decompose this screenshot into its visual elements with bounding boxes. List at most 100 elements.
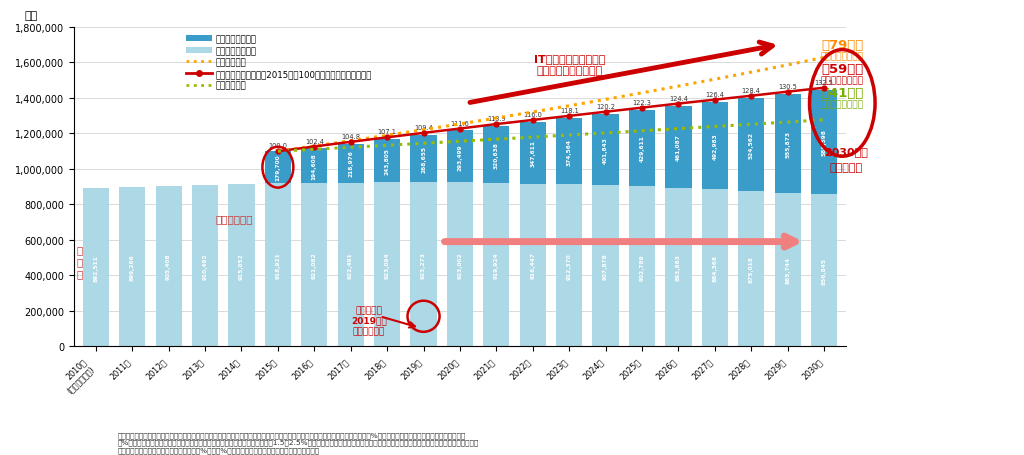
Bar bbox=[374, 183, 400, 347]
Text: 人材不足数: 人材不足数 bbox=[829, 163, 862, 173]
Text: 120.2: 120.2 bbox=[596, 104, 615, 110]
Text: 118.1: 118.1 bbox=[560, 108, 579, 114]
Text: 921,082: 921,082 bbox=[311, 252, 316, 278]
Text: 126.4: 126.4 bbox=[706, 91, 724, 97]
Bar bbox=[556, 118, 583, 185]
Text: 124.4: 124.4 bbox=[669, 96, 688, 101]
Text: 865,744: 865,744 bbox=[785, 257, 791, 283]
Text: 401,843: 401,843 bbox=[603, 136, 608, 163]
Bar bbox=[156, 186, 181, 347]
Text: 293,499: 293,499 bbox=[458, 144, 463, 170]
Bar bbox=[483, 126, 510, 183]
Bar bbox=[191, 185, 218, 347]
Text: 915,052: 915,052 bbox=[239, 252, 244, 279]
Text: 122.3: 122.3 bbox=[633, 100, 651, 106]
Bar bbox=[446, 131, 473, 183]
Text: 892,511: 892,511 bbox=[93, 254, 98, 281]
Text: 374,564: 374,564 bbox=[566, 138, 571, 165]
Text: 113.9: 113.9 bbox=[487, 116, 506, 122]
Text: 429,611: 429,611 bbox=[640, 135, 644, 162]
Text: 347,611: 347,611 bbox=[530, 140, 536, 167]
Bar bbox=[666, 188, 691, 347]
Text: 907,878: 907,878 bbox=[603, 253, 608, 279]
Text: ITニーズの拡大により
市場規模は今後も拡大: ITニーズの拡大により 市場規模は今後も拡大 bbox=[534, 54, 605, 76]
Text: 194,608: 194,608 bbox=[311, 153, 316, 179]
Text: （中位シナリオ）: （中位シナリオ） bbox=[821, 76, 864, 86]
Bar bbox=[701, 102, 728, 190]
Text: 856,845: 856,845 bbox=[821, 257, 826, 284]
Text: （高位シナリオ）: （高位シナリオ） bbox=[821, 52, 864, 61]
Text: 128.4: 128.4 bbox=[741, 88, 761, 94]
Text: （低位シナリオ）: （低位シナリオ） bbox=[821, 100, 864, 109]
Bar bbox=[811, 91, 838, 195]
Text: 916,447: 916,447 bbox=[530, 252, 536, 279]
Bar bbox=[446, 183, 473, 347]
Text: 130.5: 130.5 bbox=[778, 84, 797, 90]
Text: 912,370: 912,370 bbox=[566, 253, 571, 279]
Bar bbox=[738, 98, 764, 192]
Bar bbox=[519, 184, 546, 347]
Text: 922,491: 922,491 bbox=[348, 252, 353, 278]
Text: 116.0: 116.0 bbox=[523, 112, 543, 118]
Text: 132.5: 132.5 bbox=[815, 80, 834, 86]
Text: 461,087: 461,087 bbox=[676, 134, 681, 161]
Bar bbox=[338, 144, 364, 183]
Bar bbox=[629, 187, 655, 347]
Text: 919,924: 919,924 bbox=[494, 252, 499, 278]
Text: 875,018: 875,018 bbox=[749, 256, 754, 283]
Text: 492,983: 492,983 bbox=[713, 133, 718, 160]
Text: 218,976: 218,976 bbox=[348, 150, 353, 177]
Bar bbox=[556, 185, 583, 347]
Bar bbox=[411, 135, 436, 183]
Text: 268,655: 268,655 bbox=[421, 146, 426, 172]
Text: 902,789: 902,789 bbox=[640, 253, 644, 280]
Text: 923,273: 923,273 bbox=[421, 252, 426, 278]
Text: 905,408: 905,408 bbox=[166, 253, 171, 280]
Bar bbox=[374, 140, 400, 183]
Text: 人材供給は
2019年を
ピークに減少: 人材供給は 2019年を ピークに減少 bbox=[351, 305, 387, 335]
Bar bbox=[811, 195, 838, 347]
Bar bbox=[483, 183, 510, 347]
Y-axis label: 人数: 人数 bbox=[25, 11, 38, 21]
Text: 約41万人: 約41万人 bbox=[821, 86, 863, 100]
Text: 107.1: 107.1 bbox=[378, 129, 396, 135]
Bar bbox=[593, 114, 618, 186]
Text: 約59万人: 約59万人 bbox=[821, 63, 863, 76]
Text: 923,094: 923,094 bbox=[385, 252, 389, 278]
Text: 2030年の: 2030年の bbox=[824, 147, 868, 157]
Text: 現在の不足数: 現在の不足数 bbox=[216, 214, 254, 224]
Text: 923,002: 923,002 bbox=[458, 252, 463, 278]
Text: 人
材
数: 人 材 数 bbox=[77, 245, 83, 278]
Text: 104.8: 104.8 bbox=[341, 134, 360, 140]
Bar bbox=[738, 192, 764, 347]
Text: 約79万人: 約79万人 bbox=[821, 39, 863, 52]
Text: 524,562: 524,562 bbox=[749, 131, 754, 158]
Bar bbox=[119, 187, 145, 347]
Bar bbox=[228, 184, 255, 347]
Text: 884,368: 884,368 bbox=[713, 255, 718, 282]
Text: 111.6: 111.6 bbox=[451, 121, 469, 126]
Text: 320,638: 320,638 bbox=[494, 142, 499, 168]
Bar bbox=[593, 186, 618, 347]
Text: 102.4: 102.4 bbox=[305, 138, 324, 144]
Text: 今回の推計では、将来の市場拡大見通しによって低位・中位・高位の３種のシナリオを設定。低位シナリオでは市場の伸び率を１%程度、高位シナリオでは市場の伸び率を２～
: 今回の推計では、将来の市場拡大見通しによって低位・中位・高位の３種のシナリオを設… bbox=[118, 431, 479, 453]
Text: 918,921: 918,921 bbox=[275, 252, 281, 278]
Bar bbox=[411, 183, 436, 347]
Bar bbox=[83, 188, 109, 347]
Bar bbox=[774, 193, 801, 347]
Text: 100.0: 100.0 bbox=[268, 143, 288, 149]
Text: 586,598: 586,598 bbox=[821, 129, 826, 156]
Bar bbox=[519, 122, 546, 184]
Text: 910,492: 910,492 bbox=[203, 253, 208, 279]
Text: 893,863: 893,863 bbox=[676, 254, 681, 281]
Bar bbox=[629, 111, 655, 187]
Bar bbox=[338, 183, 364, 347]
Legend: 人材不足数（人）, 供給人材数（人）, 高位シナリオ, 中位シナリオ（数値は2015年を100としたときの市場規模）, 低位シナリオ: 人材不足数（人）, 供給人材数（人）, 高位シナリオ, 中位シナリオ（数値は20… bbox=[182, 32, 376, 94]
Bar bbox=[265, 152, 291, 184]
Bar bbox=[666, 106, 691, 188]
Bar bbox=[701, 190, 728, 347]
Bar bbox=[774, 95, 801, 193]
Bar bbox=[265, 184, 291, 347]
Bar bbox=[301, 149, 328, 183]
Text: 179,700: 179,700 bbox=[275, 155, 281, 181]
